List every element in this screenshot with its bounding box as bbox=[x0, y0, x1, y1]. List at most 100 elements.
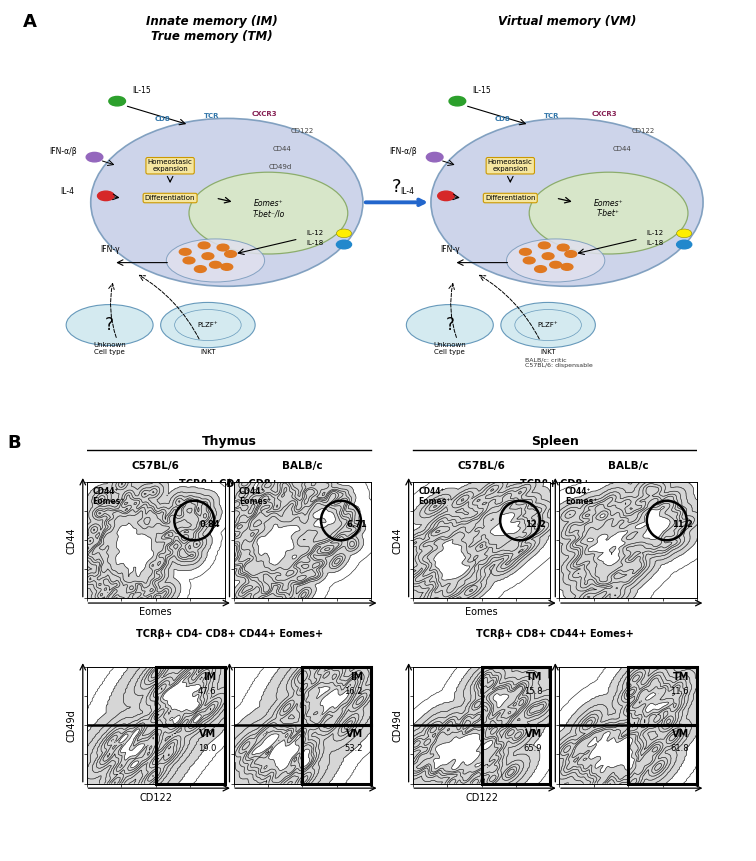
X-axis label: CD122: CD122 bbox=[139, 792, 172, 802]
Bar bbox=[302, 667, 371, 725]
Text: VM: VM bbox=[199, 729, 216, 739]
Circle shape bbox=[677, 229, 692, 238]
Text: CD44⁺
Eomes⁺: CD44⁺ Eomes⁺ bbox=[565, 486, 597, 506]
Text: IFN-γ: IFN-γ bbox=[100, 245, 119, 254]
Circle shape bbox=[86, 152, 103, 162]
Y-axis label: CD44: CD44 bbox=[392, 527, 402, 554]
Circle shape bbox=[179, 249, 191, 255]
Text: CD122: CD122 bbox=[291, 128, 314, 134]
Bar bbox=[482, 667, 550, 725]
Text: TCRβ+ CD8+: TCRβ+ CD8+ bbox=[519, 479, 590, 489]
Text: IFN-α/β: IFN-α/β bbox=[389, 147, 417, 156]
Text: 61.8: 61.8 bbox=[670, 744, 689, 753]
Circle shape bbox=[336, 229, 352, 238]
Ellipse shape bbox=[431, 119, 703, 286]
Text: IL-12: IL-12 bbox=[306, 230, 324, 236]
Text: IL-15: IL-15 bbox=[132, 85, 151, 95]
Text: iNKT: iNKT bbox=[541, 350, 556, 356]
Text: Homeostasic
expansion: Homeostasic expansion bbox=[488, 159, 533, 172]
Bar bbox=[482, 725, 550, 784]
Text: 11.2: 11.2 bbox=[672, 519, 693, 529]
Text: iNKT: iNKT bbox=[200, 350, 215, 356]
Circle shape bbox=[194, 266, 206, 272]
Circle shape bbox=[202, 253, 214, 259]
Text: CD44⁺
Eomes⁺: CD44⁺ Eomes⁺ bbox=[92, 486, 125, 506]
Circle shape bbox=[98, 191, 114, 201]
Bar bbox=[302, 725, 371, 784]
Text: TCRβ+ CD8+ CD44+ Eomes+: TCRβ+ CD8+ CD44+ Eomes+ bbox=[476, 629, 634, 639]
Text: IM: IM bbox=[350, 672, 363, 682]
Text: Homeostasic
expansion: Homeostasic expansion bbox=[147, 159, 193, 172]
Bar bbox=[628, 725, 697, 784]
Text: A: A bbox=[23, 13, 36, 31]
Circle shape bbox=[538, 242, 550, 249]
Circle shape bbox=[550, 262, 562, 268]
Circle shape bbox=[565, 251, 577, 257]
Text: TCRβ+ CD4- CD8+ CD44+ Eomes+: TCRβ+ CD4- CD8+ CD44+ Eomes+ bbox=[135, 629, 323, 639]
Bar bbox=[156, 725, 225, 784]
Ellipse shape bbox=[91, 119, 363, 286]
Circle shape bbox=[209, 262, 222, 268]
Text: CD44⁺
Eomes⁺: CD44⁺ Eomes⁺ bbox=[418, 486, 451, 506]
X-axis label: CD122: CD122 bbox=[465, 792, 498, 802]
Text: IL-15: IL-15 bbox=[472, 85, 491, 95]
Text: IM: IM bbox=[203, 672, 216, 682]
Text: IL-4: IL-4 bbox=[60, 187, 75, 195]
Text: Spleen: Spleen bbox=[531, 435, 579, 448]
Text: 0.84: 0.84 bbox=[200, 519, 221, 529]
Text: C57BL/6: C57BL/6 bbox=[457, 461, 506, 471]
Text: CXCR3: CXCR3 bbox=[592, 111, 618, 117]
Text: IL-18: IL-18 bbox=[306, 240, 324, 246]
Circle shape bbox=[557, 245, 569, 251]
Text: Differentiation: Differentiation bbox=[485, 195, 535, 201]
Text: ?: ? bbox=[105, 316, 114, 334]
Text: B: B bbox=[8, 435, 21, 452]
X-axis label: Eomes: Eomes bbox=[465, 607, 498, 617]
Ellipse shape bbox=[407, 305, 494, 345]
Circle shape bbox=[523, 257, 535, 263]
Text: CXCR3: CXCR3 bbox=[252, 111, 277, 117]
Text: CD8: CD8 bbox=[495, 116, 510, 122]
Y-axis label: CD49d: CD49d bbox=[67, 709, 76, 742]
Text: Innate memory (IM)
True memory (TM): Innate memory (IM) True memory (TM) bbox=[146, 15, 277, 43]
Text: Unknown
Cell type: Unknown Cell type bbox=[433, 343, 466, 356]
Text: Eomes⁺
T-bet⁻/lo: Eomes⁺ T-bet⁻/lo bbox=[253, 199, 284, 219]
Circle shape bbox=[449, 96, 466, 106]
Text: IL-18: IL-18 bbox=[646, 240, 664, 246]
Ellipse shape bbox=[500, 302, 596, 348]
Text: 6.71: 6.71 bbox=[346, 519, 367, 529]
Circle shape bbox=[109, 96, 125, 106]
Text: 16.2: 16.2 bbox=[345, 687, 363, 696]
Text: TCR: TCR bbox=[204, 114, 219, 120]
Text: 53.2: 53.2 bbox=[345, 744, 363, 753]
Text: CD44⁺
Eomes⁺: CD44⁺ Eomes⁺ bbox=[239, 486, 271, 506]
Text: PLZF⁺: PLZF⁺ bbox=[538, 322, 559, 328]
Text: VM: VM bbox=[671, 729, 689, 739]
Circle shape bbox=[221, 263, 233, 270]
Text: TCRβ+ CD4- CD8+: TCRβ+ CD4- CD8+ bbox=[179, 479, 279, 489]
Text: Virtual memory (VM): Virtual memory (VM) bbox=[497, 15, 637, 28]
Text: ?: ? bbox=[445, 316, 454, 334]
Circle shape bbox=[542, 253, 554, 259]
Text: TM: TM bbox=[525, 672, 542, 682]
Text: IL-4: IL-4 bbox=[401, 187, 415, 195]
Text: Unknown
Cell type: Unknown Cell type bbox=[93, 343, 126, 356]
Text: IL-12: IL-12 bbox=[646, 230, 664, 236]
Text: BALB/c: BALB/c bbox=[282, 461, 323, 471]
Circle shape bbox=[183, 257, 195, 263]
Ellipse shape bbox=[161, 302, 256, 348]
Text: VM: VM bbox=[345, 729, 363, 739]
Text: CD44: CD44 bbox=[612, 146, 631, 152]
Ellipse shape bbox=[67, 305, 153, 345]
Ellipse shape bbox=[189, 172, 348, 254]
Y-axis label: CD44: CD44 bbox=[67, 527, 76, 554]
Circle shape bbox=[198, 242, 210, 249]
Circle shape bbox=[519, 249, 531, 255]
Text: TM: TM bbox=[672, 672, 689, 682]
Text: TCR: TCR bbox=[544, 114, 559, 120]
Circle shape bbox=[561, 263, 573, 270]
Text: C57BL/6: C57BL/6 bbox=[132, 461, 180, 471]
Text: 12.2: 12.2 bbox=[525, 519, 547, 529]
Text: CD49d: CD49d bbox=[268, 164, 292, 170]
Text: CD8: CD8 bbox=[155, 116, 170, 122]
